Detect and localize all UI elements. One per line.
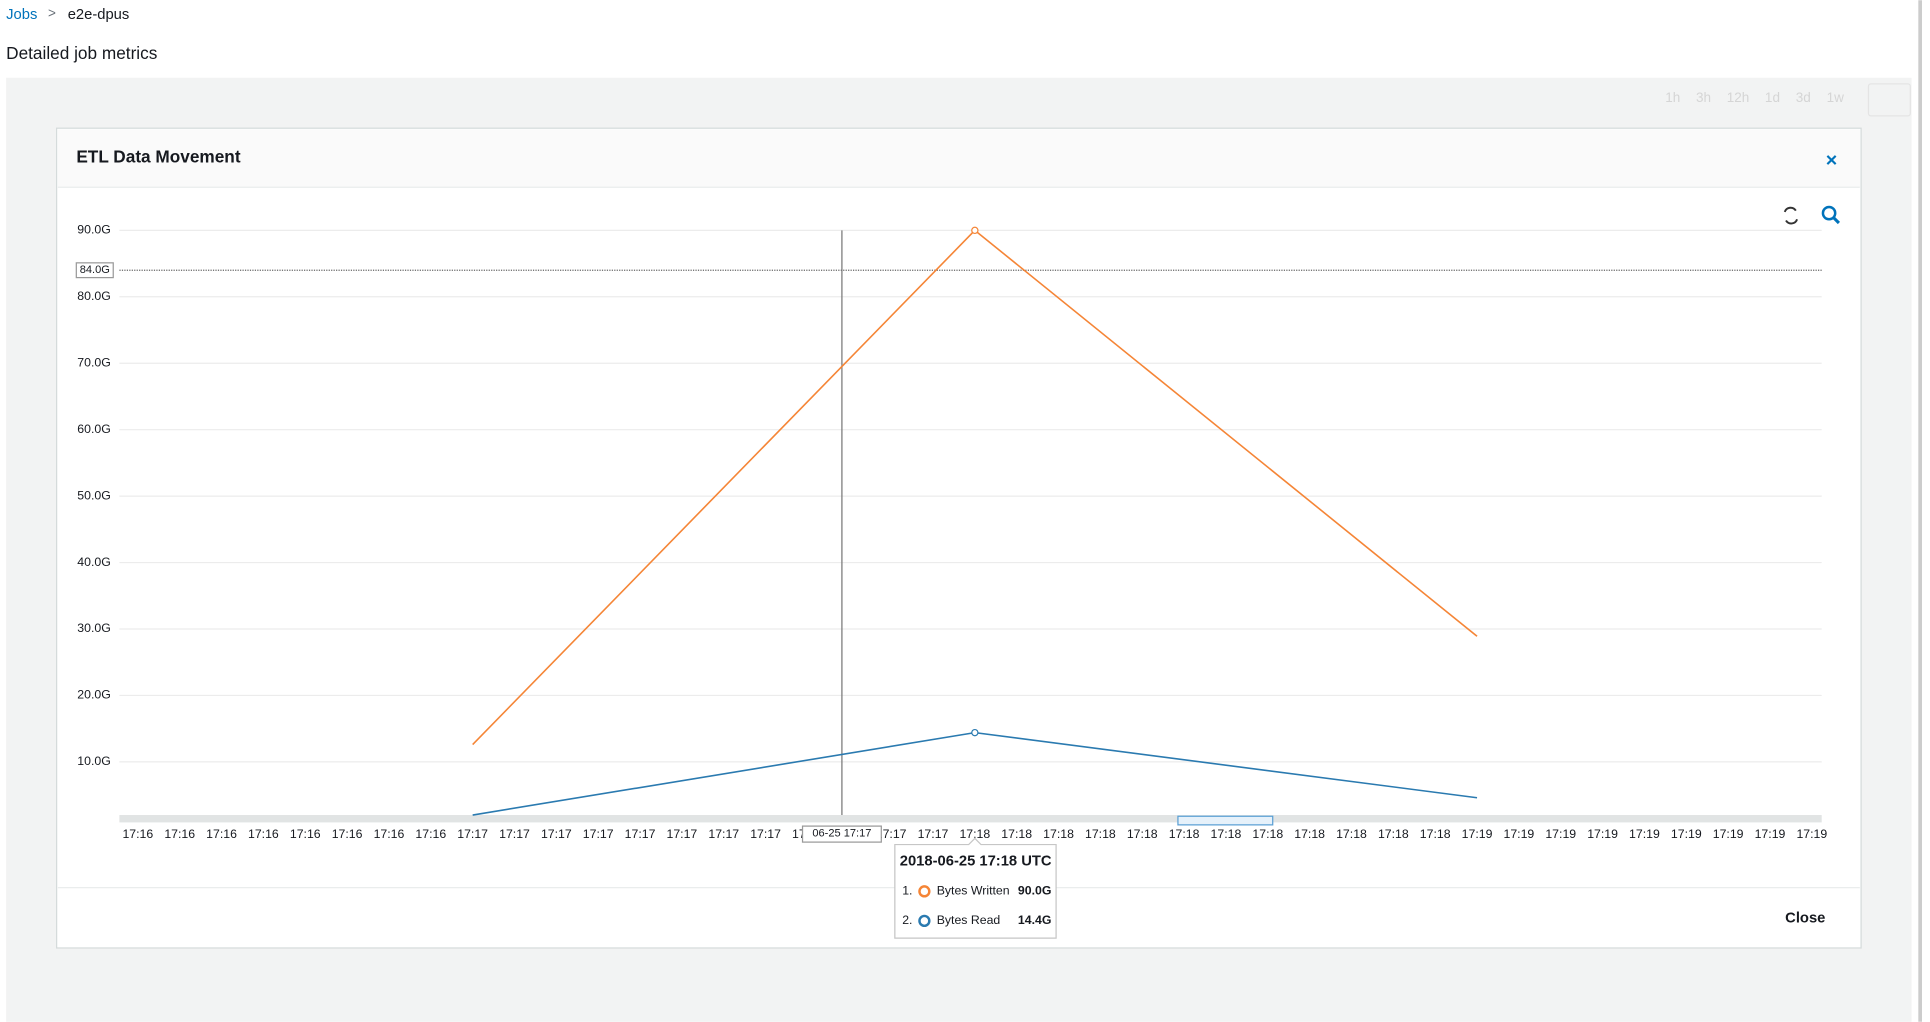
x-tick-label: 17:19 [1629, 827, 1660, 841]
close-button[interactable]: Close [1785, 910, 1825, 926]
tooltip-swatch [918, 914, 931, 928]
x-tick-label: 17:16 [206, 827, 237, 841]
tooltip-title: 2018-06-25 17:18 UTC [900, 854, 1052, 870]
y-tick-label: 80.0G [77, 289, 111, 303]
x-tick-label: 17:17 [750, 827, 781, 841]
x-tick-label: 17:16 [415, 827, 446, 841]
hover-point [971, 728, 979, 737]
x-tick-label: 17:19 [1587, 827, 1618, 841]
tooltip-index: 2. [902, 913, 912, 927]
tooltip-index: 1. [902, 884, 912, 898]
x-tick-label: 17:17 [708, 827, 739, 841]
x-tick-label: 17:18 [1001, 827, 1032, 841]
time-range: 1h [1665, 90, 1680, 105]
y-tick-label: 40.0G [77, 555, 111, 569]
crosshair-x-label-box [801, 825, 882, 843]
x-tick-label: 17:18 [1294, 827, 1325, 841]
refresh-icon[interactable] [1783, 206, 1798, 225]
time-range: 3d [1796, 90, 1811, 105]
modal-header [57, 129, 1860, 188]
y-tick-label: 50.0G [77, 488, 111, 502]
modal-title: ETL Data Movement [76, 146, 241, 166]
background-refresh [1867, 83, 1911, 117]
x-tick-label: 17:19 [1462, 827, 1493, 841]
x-axis-band [119, 815, 1822, 823]
x-tick-label: 17:19 [1671, 827, 1702, 841]
x-tick-label: 17:16 [122, 827, 153, 841]
breadcrumb-link[interactable]: Jobs [6, 7, 37, 23]
x-tick-label: 17:18 [959, 827, 990, 841]
x-tick-label: 17:17 [876, 827, 907, 841]
x-tick-label: 17:17 [541, 827, 572, 841]
modal-close-icon[interactable]: × [1826, 150, 1838, 172]
x-tick-label: 17:17 [499, 827, 530, 841]
tooltip-box [894, 837, 1057, 939]
x-tick-label: 17:17 [667, 827, 698, 841]
time-range: 3h [1696, 90, 1711, 105]
x-tick-label: 17:18 [1211, 827, 1242, 841]
x-tick-label: 17:18 [1043, 827, 1074, 841]
series-line [472, 731, 975, 816]
zoom-icon[interactable] [1821, 205, 1841, 225]
x-tick-label: 17:18 [1378, 827, 1409, 841]
x-tick-label: 17:19 [1503, 827, 1534, 841]
breadcrumb-current: e2e-dpus [68, 7, 130, 23]
crosshair-x-label: 06-25 17:17 [812, 827, 871, 839]
x-tick-label: 17:18 [1127, 827, 1158, 841]
zoom-handle [1832, 216, 1841, 225]
time-range: 12h [1727, 90, 1750, 105]
x-tick-label: 17:16 [332, 827, 363, 841]
x-tick-label: 17:18 [1169, 827, 1200, 841]
x-tick-label: 17:17 [583, 827, 614, 841]
time-range: 1d [1765, 90, 1780, 105]
series-line [974, 731, 1478, 799]
crosshair-y-label: 84.0G [80, 264, 110, 276]
x-tick-label: 17:16 [374, 827, 405, 841]
series-line [974, 229, 1478, 637]
y-tick-label: 30.0G [77, 621, 111, 635]
breadcrumb-separator: > [48, 5, 56, 20]
tooltip-name: Bytes Read [937, 913, 1001, 927]
x-tick-label: 17:18 [1085, 827, 1116, 841]
y-tick-label: 60.0G [77, 422, 111, 436]
tooltip-name: Bytes Written [937, 884, 1010, 898]
refresh-glyph [1783, 206, 1798, 225]
brush[interactable] [1177, 815, 1274, 826]
x-tick-label: 17:16 [248, 827, 279, 841]
y-tick-label: 90.0G [77, 223, 111, 237]
tooltip-swatch [918, 885, 931, 898]
y-tick-label: 20.0G [77, 688, 111, 702]
x-tick-label: 17:19 [1545, 827, 1576, 841]
x-tick-label: 17:17 [918, 827, 949, 841]
x-tick-label: 17:18 [1420, 827, 1451, 841]
x-tick-label: 17:17 [457, 827, 488, 841]
x-tick-label: 17:16 [164, 827, 195, 841]
tooltip: 2018-06-25 17:18 UTC 1. Bytes Written 90.0… [894, 837, 1057, 939]
x-tick-label: 17:18 [1336, 827, 1367, 841]
hover-point [971, 226, 979, 235]
modal [56, 127, 1862, 949]
tooltip-value: 90.0G [1018, 884, 1051, 898]
y-tick-label: 10.0G [77, 754, 111, 768]
x-tick-label: 17:16 [290, 827, 321, 841]
x-tick-label: 17:19 [1713, 827, 1744, 841]
x-tick-label: 17:19 [1796, 827, 1827, 841]
time-range: 1w [1827, 90, 1845, 105]
series-line [472, 229, 976, 746]
x-tick-label: 17:17 [625, 827, 656, 841]
zoom-glyph [1821, 205, 1837, 221]
x-tick-label: 17:18 [1252, 827, 1283, 841]
x-tick-label: 17:19 [1755, 827, 1786, 841]
chart: 10.0G 20.0G 30.0G 40.0G 50.0G 60.0G 70.0G 80.0G… [75, 223, 1827, 843]
crosshair-y-label-box [75, 262, 114, 279]
y-tick-label: 70.0G [77, 355, 111, 369]
tooltip-value: 14.4G [1018, 913, 1051, 927]
page-title: Detailed job metrics [6, 43, 157, 63]
